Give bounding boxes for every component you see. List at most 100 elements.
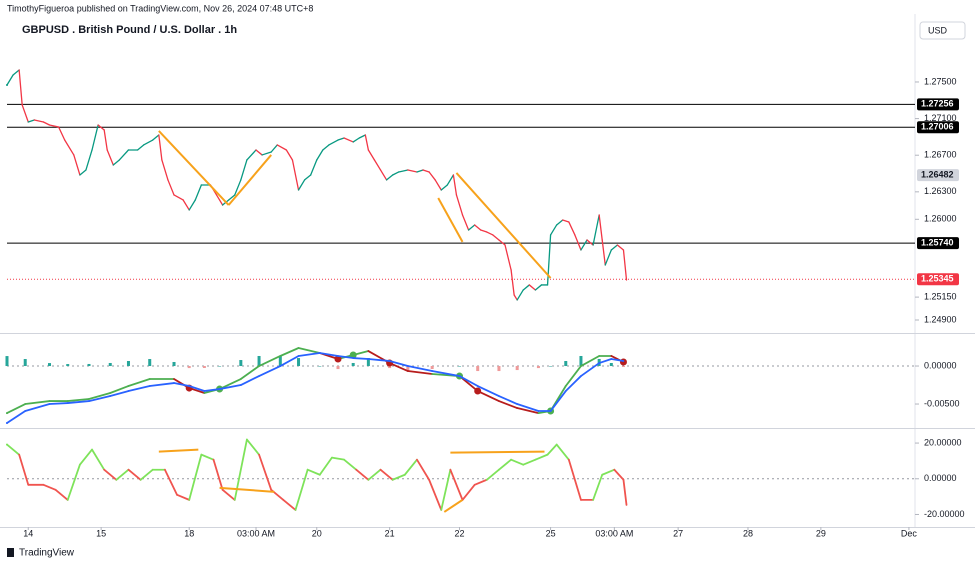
series-segment bbox=[258, 355, 282, 367]
y-tick-label: 1.25150 bbox=[924, 291, 957, 301]
series-segment bbox=[318, 352, 339, 357]
price-level-badge bbox=[917, 273, 959, 286]
trend-line bbox=[227, 154, 272, 206]
series-segment bbox=[428, 478, 443, 511]
symbol-title: GBPUSD . British Pound / U.S. Dollar . 1… bbox=[22, 24, 237, 36]
x-tick-label: 14 bbox=[23, 528, 33, 538]
series-segment bbox=[422, 169, 430, 173]
series-segment bbox=[188, 199, 196, 211]
series-segment bbox=[549, 390, 567, 412]
series-segment bbox=[510, 269, 515, 296]
series-segment bbox=[322, 144, 330, 151]
series-segment bbox=[127, 468, 142, 481]
series-segment bbox=[297, 179, 306, 191]
series-segment bbox=[556, 219, 564, 226]
series-segment bbox=[139, 468, 154, 481]
series-segment bbox=[516, 407, 540, 414]
series-segment bbox=[592, 473, 604, 501]
series-segment bbox=[403, 458, 418, 476]
series-segment bbox=[358, 134, 366, 139]
currency-box[interactable] bbox=[919, 21, 966, 40]
histogram-bar bbox=[579, 355, 583, 367]
cross-dot bbox=[474, 387, 482, 395]
series-segment bbox=[218, 378, 242, 390]
y-tick-label: 1.26000 bbox=[924, 214, 957, 224]
series-segment bbox=[379, 169, 388, 181]
series-segment bbox=[416, 169, 424, 173]
series-segment bbox=[297, 347, 321, 354]
series-segment bbox=[486, 231, 494, 236]
series-segment bbox=[564, 365, 582, 387]
y-tick-label: 1.27500 bbox=[924, 76, 957, 86]
price-level-label: 1.26482 bbox=[921, 170, 954, 180]
series-segment bbox=[598, 358, 613, 364]
series-segment bbox=[6, 410, 27, 424]
series-segment bbox=[352, 357, 370, 360]
series-segment bbox=[385, 174, 394, 181]
price-level-badge bbox=[917, 121, 959, 134]
brand-name[interactable]: TradingView bbox=[19, 548, 75, 559]
x-tick-label: Dec bbox=[901, 528, 918, 538]
series-segment bbox=[440, 184, 448, 191]
series-segment bbox=[6, 74, 14, 86]
histogram-bar bbox=[48, 363, 52, 367]
series-segment bbox=[42, 483, 57, 491]
series-segment bbox=[73, 154, 81, 176]
series-segment bbox=[610, 244, 619, 251]
series-segment bbox=[261, 151, 272, 156]
x-tick-label: 22 bbox=[454, 528, 464, 538]
series-segment bbox=[601, 239, 606, 266]
series-segment bbox=[48, 402, 69, 405]
series-segment bbox=[88, 395, 112, 402]
brand-logo[interactable]: TradingView bbox=[7, 548, 75, 559]
histogram-bar bbox=[187, 366, 191, 369]
series-segment bbox=[240, 159, 248, 181]
series-segment bbox=[182, 199, 190, 211]
series-segment bbox=[310, 159, 318, 176]
histogram-bar bbox=[66, 364, 70, 367]
series-segment bbox=[598, 214, 603, 241]
pane: 20.00000 0.00000 -20.00000 14 15 18 03:00 AM 20… bbox=[6, 437, 965, 538]
histogram-bar bbox=[366, 358, 370, 367]
series-segment bbox=[522, 458, 537, 466]
trend-line bbox=[158, 448, 199, 453]
series-segment bbox=[303, 174, 312, 181]
histogram-bar bbox=[621, 366, 625, 368]
series-segment bbox=[24, 400, 51, 405]
series-segment bbox=[200, 453, 215, 461]
series-segment bbox=[285, 149, 294, 161]
series-segment bbox=[364, 134, 370, 151]
series-segment bbox=[613, 468, 625, 481]
series-segment bbox=[440, 468, 452, 511]
series-segment bbox=[428, 171, 436, 181]
trend-line bbox=[443, 499, 464, 513]
series-segment bbox=[97, 124, 105, 131]
series-segment bbox=[568, 221, 576, 236]
series-segment bbox=[66, 398, 90, 402]
series-segment bbox=[152, 134, 160, 141]
histogram-bar bbox=[497, 366, 501, 372]
y-tick-label: 1.24900 bbox=[924, 314, 957, 324]
trend-line bbox=[437, 197, 464, 243]
currency-label[interactable]: USD bbox=[928, 25, 948, 35]
histogram-bar bbox=[23, 359, 27, 367]
x-tick-label: 20 bbox=[312, 528, 322, 538]
price-level-badge bbox=[917, 237, 959, 250]
series-segment bbox=[622, 249, 628, 281]
series-segment bbox=[57, 126, 66, 141]
series-segment bbox=[91, 124, 99, 151]
series-segment bbox=[103, 129, 108, 151]
trend-line bbox=[455, 172, 552, 279]
price-level-badge bbox=[917, 98, 959, 111]
series-segment bbox=[498, 395, 519, 405]
series-segment bbox=[91, 448, 106, 471]
series-segment bbox=[239, 365, 260, 380]
series-segment bbox=[461, 483, 476, 501]
x-tick-label: 25 bbox=[546, 528, 556, 538]
cross-dot bbox=[334, 355, 342, 363]
series-segment bbox=[406, 365, 434, 372]
series-segment bbox=[194, 184, 203, 201]
series-segment bbox=[282, 498, 297, 511]
series-segment bbox=[416, 458, 431, 481]
series-segment bbox=[246, 149, 257, 161]
